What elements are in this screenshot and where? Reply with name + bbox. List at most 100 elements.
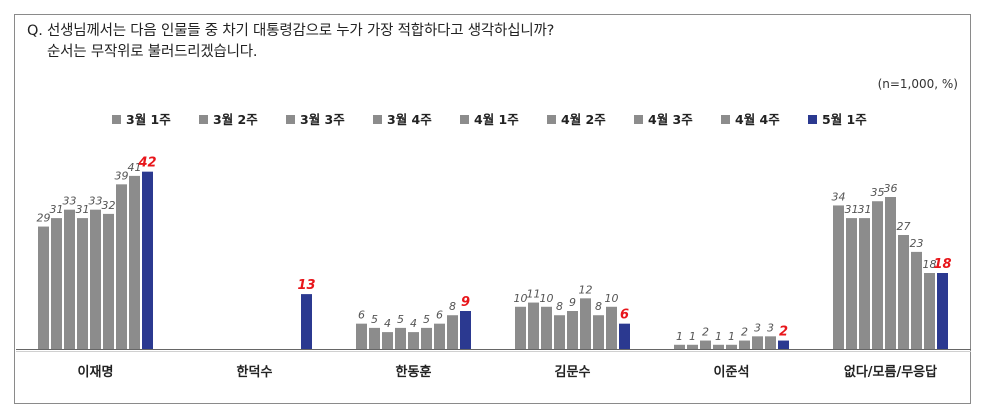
data-label: 34 [832,190,846,203]
bar [103,213,114,349]
data-label: 31 [858,203,872,216]
bar [765,336,776,349]
data-label: 8 [595,300,602,313]
data-label: 5 [371,313,378,326]
bar [395,327,406,349]
bar [937,273,948,349]
data-label: 6 [436,309,443,322]
bar [408,332,419,349]
bar [142,171,153,349]
legend-swatch [808,115,817,124]
bar [356,323,367,349]
chart-frame: Q. 선생님께서는 다음 인물들 중 차기 대통령감으로 누가 가장 적합하다고… [14,14,971,404]
bar [885,197,896,349]
legend-label: 3월 3주 [300,112,345,127]
bar [606,306,617,349]
bar [528,302,539,349]
bar [369,327,380,349]
bar [872,201,883,349]
data-label: 9 [569,296,576,309]
data-label: 8 [556,300,563,313]
data-label: 31 [76,203,90,216]
category-label: 한덕수 [237,364,273,380]
data-label: 13 [297,278,315,293]
bar [687,344,698,349]
data-label: 2 [741,326,748,339]
sample-size-note: (n=1,000, %) [877,77,958,91]
bar [619,323,630,349]
category-label: 이재명 [78,364,114,380]
bar [911,251,922,349]
data-label: 39 [115,169,129,182]
category-label: 한동훈 [396,364,432,380]
data-label: 2 [779,325,788,340]
question-line-2: 순서는 무작위로 불러드리겠습니다. [47,44,258,60]
data-label: 32 [102,199,116,212]
data-label: 12 [579,283,593,296]
data-label: 18 [933,257,951,272]
data-label: 33 [63,195,77,208]
question-line-1: Q. 선생님께서는 다음 인물들 중 차기 대통령감으로 누가 가장 적합하다고… [27,23,555,39]
data-label: 31 [50,203,64,216]
data-label: 10 [540,292,554,305]
bar [726,344,737,349]
data-label: 1 [689,330,696,343]
bar [301,294,312,349]
bar [421,327,432,349]
data-label: 3 [767,321,774,334]
data-label: 3 [754,321,761,334]
bar [515,306,526,349]
bar [580,298,591,349]
bar [846,218,857,349]
data-label: 23 [910,237,924,250]
legend-swatch [373,115,382,124]
data-label: 1 [676,330,683,343]
legend-label: 5월 1주 [822,112,867,127]
data-label: 18 [923,258,937,271]
bar [447,315,458,349]
bar [64,209,75,349]
legend-label: 3월 2주 [213,112,258,127]
legend-swatch [634,115,643,124]
data-label: 35 [871,186,885,199]
bar [778,340,789,349]
bar [541,306,552,349]
legend-swatch [199,115,208,124]
data-label: 6 [620,308,629,323]
legend-label: 4월 3주 [648,112,693,127]
legend-swatch [286,115,295,124]
bar [593,315,604,349]
data-label: 9 [461,295,470,310]
data-label: 33 [89,195,103,208]
data-label: 5 [423,313,430,326]
data-label: 4 [410,317,417,330]
data-label: 36 [884,182,898,195]
legend-swatch [460,115,469,124]
data-label: 4 [384,317,391,330]
bar [567,311,578,349]
data-label: 1 [728,330,735,343]
bar [90,209,101,349]
data-label: 10 [514,292,528,305]
bar [554,315,565,349]
data-label: 42 [137,156,156,171]
legend-label: 4월 4주 [735,112,780,127]
bar [382,332,393,349]
data-label: 41 [128,161,142,174]
bar [752,336,763,349]
bar [700,340,711,349]
bar [116,184,127,349]
category-label: 없다/모름/무응답 [844,364,937,380]
bar [434,323,445,349]
bar [898,235,909,349]
bar [129,175,140,349]
bar [674,344,685,349]
data-label: 29 [37,212,51,225]
bar [713,344,724,349]
category-label: 이준석 [714,364,750,380]
bar [51,218,62,349]
legend-label: 3월 1주 [126,112,171,127]
bar [833,205,844,349]
legend-label: 4월 1주 [474,112,519,127]
